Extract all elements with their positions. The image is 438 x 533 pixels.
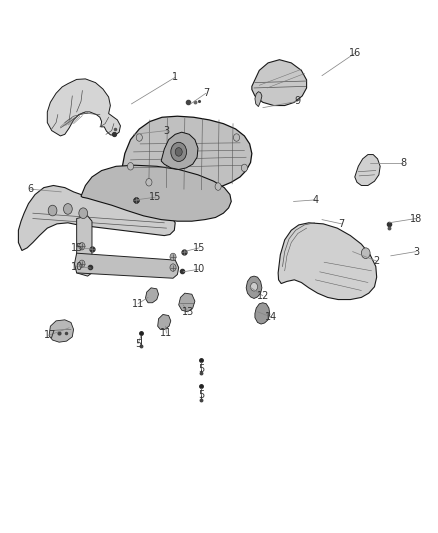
Text: 7: 7 [203, 88, 209, 98]
Polygon shape [252, 60, 307, 106]
Circle shape [171, 142, 187, 161]
Text: 15: 15 [149, 192, 162, 202]
Polygon shape [122, 116, 252, 191]
Text: 11: 11 [132, 299, 144, 309]
Polygon shape [161, 132, 198, 169]
Text: 12: 12 [257, 291, 269, 301]
Text: 15: 15 [71, 243, 83, 253]
Text: 1: 1 [172, 72, 178, 82]
Text: 5: 5 [198, 391, 205, 400]
Circle shape [79, 260, 85, 268]
Text: 14: 14 [265, 312, 278, 322]
Polygon shape [355, 155, 380, 185]
Text: 8: 8 [400, 158, 406, 167]
Polygon shape [158, 314, 171, 329]
Text: 9: 9 [295, 96, 301, 106]
Polygon shape [77, 216, 92, 276]
Text: 6: 6 [28, 184, 34, 194]
Polygon shape [81, 165, 231, 221]
Polygon shape [145, 288, 159, 303]
Polygon shape [49, 320, 74, 342]
Polygon shape [18, 185, 175, 251]
Text: 10: 10 [193, 264, 205, 274]
Circle shape [146, 179, 152, 186]
Circle shape [241, 164, 247, 172]
Polygon shape [255, 92, 262, 107]
Polygon shape [278, 223, 377, 300]
Text: 11: 11 [160, 328, 173, 338]
Circle shape [136, 134, 142, 141]
Text: 5: 5 [198, 364, 205, 374]
Circle shape [361, 248, 370, 259]
Text: 15: 15 [193, 243, 205, 253]
Polygon shape [74, 253, 179, 278]
Circle shape [175, 148, 182, 156]
Circle shape [48, 205, 57, 216]
Circle shape [127, 163, 134, 170]
Text: 13: 13 [182, 307, 194, 317]
Circle shape [233, 134, 240, 141]
Circle shape [170, 264, 176, 271]
Polygon shape [47, 79, 120, 136]
Text: 4: 4 [312, 195, 318, 205]
Text: 7: 7 [339, 219, 345, 229]
Text: 2: 2 [374, 256, 380, 266]
Text: 5: 5 [135, 339, 141, 349]
Circle shape [251, 282, 258, 291]
Circle shape [170, 253, 176, 261]
Circle shape [79, 243, 85, 250]
Text: 18: 18 [410, 214, 422, 223]
Text: 16: 16 [349, 49, 361, 58]
Polygon shape [246, 276, 262, 298]
Polygon shape [179, 293, 195, 312]
Circle shape [79, 208, 88, 219]
Polygon shape [255, 303, 270, 324]
Circle shape [64, 204, 72, 214]
Text: 3: 3 [163, 126, 170, 135]
Text: 10: 10 [71, 262, 83, 271]
Text: 3: 3 [413, 247, 419, 256]
Text: 17: 17 [44, 330, 57, 340]
Circle shape [215, 183, 221, 190]
